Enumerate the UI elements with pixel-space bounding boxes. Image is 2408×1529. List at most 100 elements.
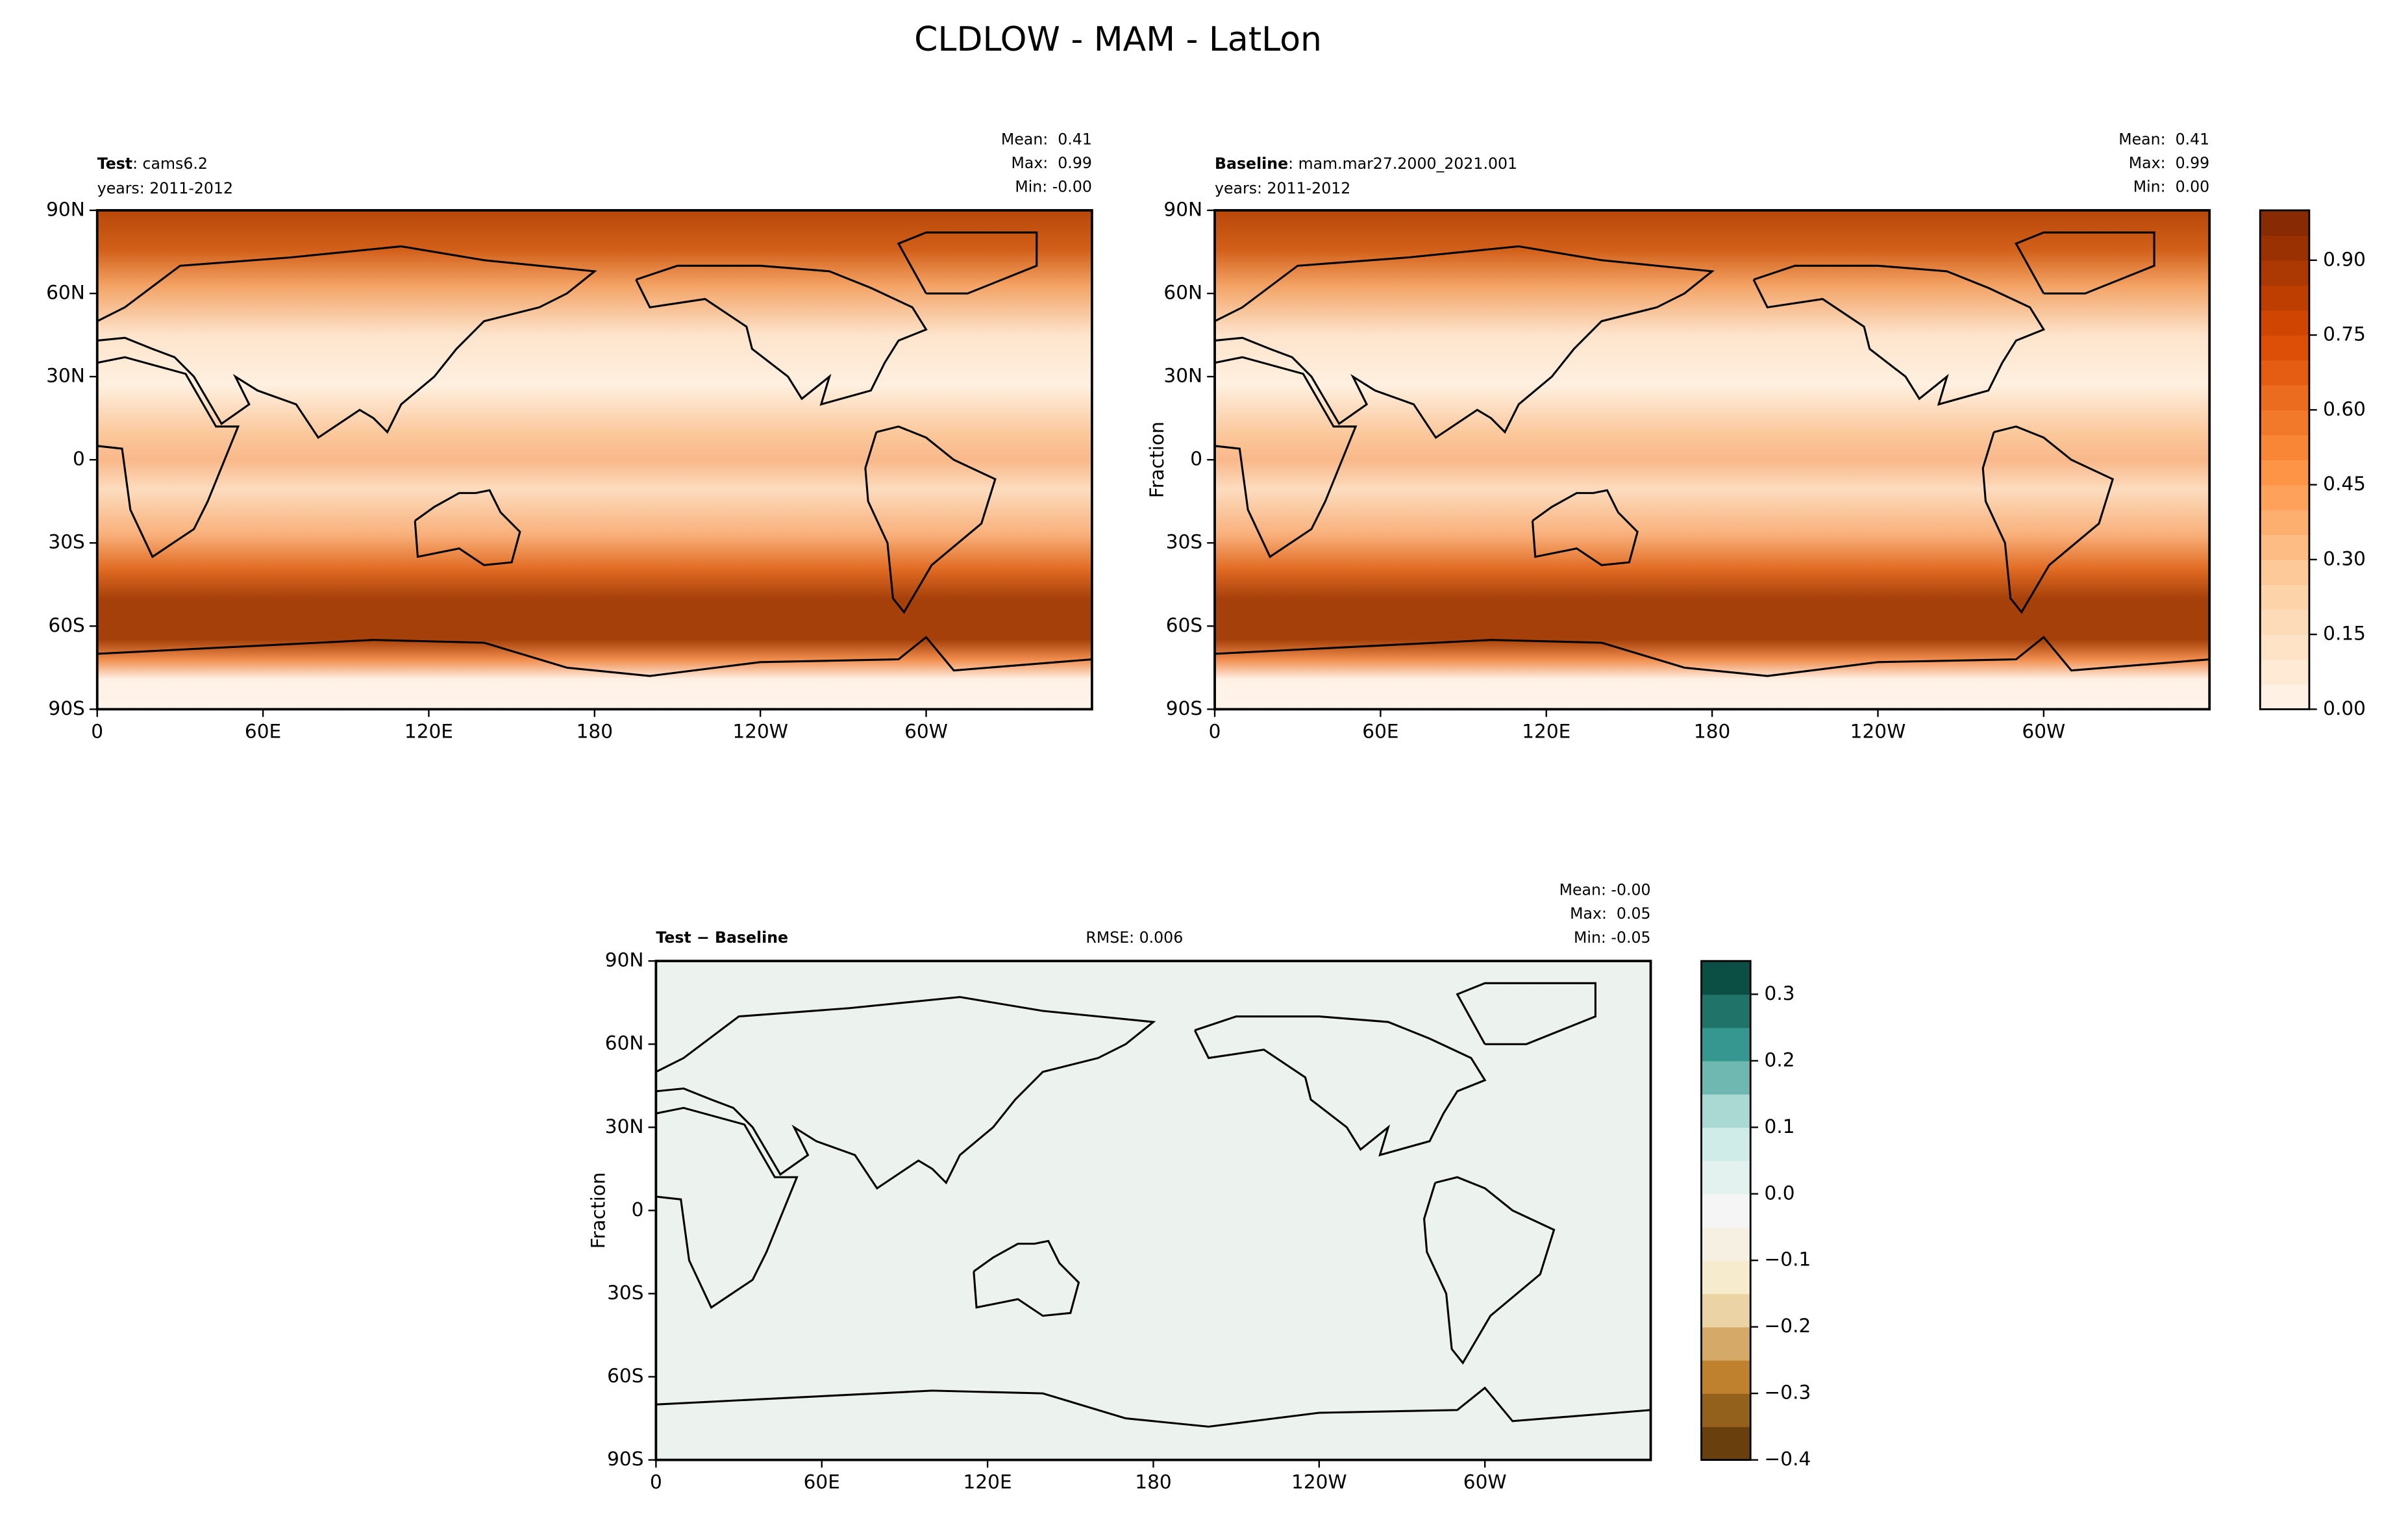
colorbar-band <box>1701 961 1751 995</box>
coastline <box>1193 1015 1487 1157</box>
x-tick-label: 60E <box>245 720 281 742</box>
panel-label: Test − Baseline <box>656 928 788 947</box>
x-tick-label: 180 <box>577 720 613 742</box>
y-tick-label: 60S <box>48 614 84 636</box>
colorbar-band <box>1701 1193 1751 1228</box>
y-tick-label: 90S <box>1166 697 1202 719</box>
colorbar-band <box>2260 235 2309 261</box>
panel-case: : mam.mar27.2000_2021.001 <box>1288 155 1517 173</box>
coastline <box>414 489 521 566</box>
colorbar-band <box>2260 310 2309 336</box>
y-tick-label: 30S <box>607 1282 643 1304</box>
colorbar-band <box>2260 285 2309 311</box>
coastline <box>635 264 928 406</box>
colorbar-tick-label: −0.3 <box>1765 1382 1811 1404</box>
colorbar-band <box>1701 1226 1751 1261</box>
y-tick-label: 60N <box>1163 282 1202 304</box>
y-tick-label: 0 <box>1190 448 1202 470</box>
colorbar-band <box>1701 1094 1751 1128</box>
y-axis-label: Fraction <box>1146 421 1168 498</box>
x-tick-label: 60W <box>1463 1471 1507 1493</box>
colorbar-band <box>1701 994 1751 1028</box>
y-tick-label: 30S <box>48 531 84 553</box>
colorbar-band <box>1701 1027 1751 1062</box>
x-tick-label: 0 <box>1209 720 1221 742</box>
colorbar-band <box>2260 434 2309 460</box>
colorbar-frame <box>2259 209 2311 710</box>
colorbar-band <box>2260 260 2309 286</box>
colorbar-band <box>1701 1426 1751 1461</box>
panel-years: years: 2011-2012 <box>1215 179 1350 197</box>
colorbar-tick-label: −0.2 <box>1765 1315 1811 1337</box>
coastline <box>654 996 1156 1190</box>
colorbar-tick-label: 0.75 <box>2323 323 2366 345</box>
colorbar-tick-label: 0.2 <box>1765 1049 1795 1071</box>
x-tick-label: 120W <box>1850 720 1906 742</box>
colorbar-band <box>1701 1060 1751 1095</box>
coastline <box>1981 425 2115 614</box>
panel-stat: Min: -0.05 <box>1574 928 1651 947</box>
panel-stat: Max: 0.05 <box>1570 904 1650 923</box>
colorbar-band <box>2260 510 2309 536</box>
panel-stat: Mean: 0.41 <box>1001 130 1092 148</box>
colorbar-band <box>2260 460 2309 486</box>
coastline <box>1213 245 1715 440</box>
colorbar-band <box>1701 1360 1751 1394</box>
x-tick-label: 120W <box>1291 1471 1347 1493</box>
colorbar-band <box>2260 410 2309 436</box>
colorbar-band <box>2260 384 2309 411</box>
panel-rmse: RMSE: 0.006 <box>1086 928 1183 947</box>
colorbar-tick-label: 0.0 <box>1765 1182 1795 1204</box>
y-tick-label: 60S <box>1166 614 1202 636</box>
colorbar-band <box>1701 1260 1751 1295</box>
y-tick-label: 0 <box>73 448 85 470</box>
y-axis-label: Fraction <box>587 1172 609 1249</box>
coastline <box>2015 231 2155 295</box>
y-tick-label: 90N <box>46 198 85 220</box>
panel-stat: Max: 0.99 <box>1011 154 1091 172</box>
y-tick-label: 60N <box>46 282 85 304</box>
coastline <box>1456 982 1596 1045</box>
map-field <box>656 961 1651 1460</box>
colorbar-band <box>2260 335 2309 361</box>
colorbar-tick-label: 0.3 <box>1765 982 1795 1004</box>
panel-label: Test: cams6.2 <box>97 155 208 173</box>
colorbar-tick-label: 0.45 <box>2323 473 2366 495</box>
x-tick-label: 60W <box>904 720 948 742</box>
x-tick-label: 60E <box>1362 720 1398 742</box>
panel-label-name: Test <box>97 155 132 173</box>
x-tick-label: 120E <box>404 720 453 742</box>
x-tick-label: 120E <box>963 1471 1012 1493</box>
colorbar-band <box>2260 634 2309 660</box>
x-tick-label: 120W <box>732 720 788 742</box>
coastline <box>864 425 997 614</box>
panel-stat: Min: -0.00 <box>1015 178 1092 196</box>
coastline <box>1531 489 1639 566</box>
y-tick-label: 90N <box>1163 198 1202 220</box>
panel-stat: Max: 0.99 <box>2129 154 2209 172</box>
colorbar-band <box>2260 684 2309 710</box>
colorbar-band <box>2260 534 2309 560</box>
colorbar-tick-label: 0.15 <box>2323 623 2366 645</box>
panel-years: years: 2011-2012 <box>97 179 233 197</box>
y-tick-label: 30N <box>605 1115 644 1137</box>
y-tick-label: 30N <box>46 365 85 387</box>
colorbar-tick-label: 0.90 <box>2323 248 2366 270</box>
coastline <box>96 245 597 440</box>
y-tick-label: 30S <box>1166 531 1202 553</box>
colorbar-band <box>1701 1127 1751 1162</box>
coastline <box>1423 1176 1556 1365</box>
y-tick-label: 90S <box>607 1448 643 1470</box>
coastline <box>656 1386 1651 1428</box>
colorbar-band <box>1701 1293 1751 1328</box>
colorbar-frame <box>1700 960 1752 1461</box>
y-tick-label: 60N <box>605 1032 644 1054</box>
figure-title: CLDLOW - MAM - LatLon <box>914 20 1322 59</box>
x-tick-label: 180 <box>1135 1471 1171 1493</box>
colorbar-band <box>1701 1326 1751 1361</box>
colorbar-tick-label: 0.1 <box>1765 1115 1795 1137</box>
x-tick-label: 60E <box>804 1471 840 1493</box>
panel-case: : cams6.2 <box>132 155 208 173</box>
y-tick-label: 90S <box>48 697 84 719</box>
